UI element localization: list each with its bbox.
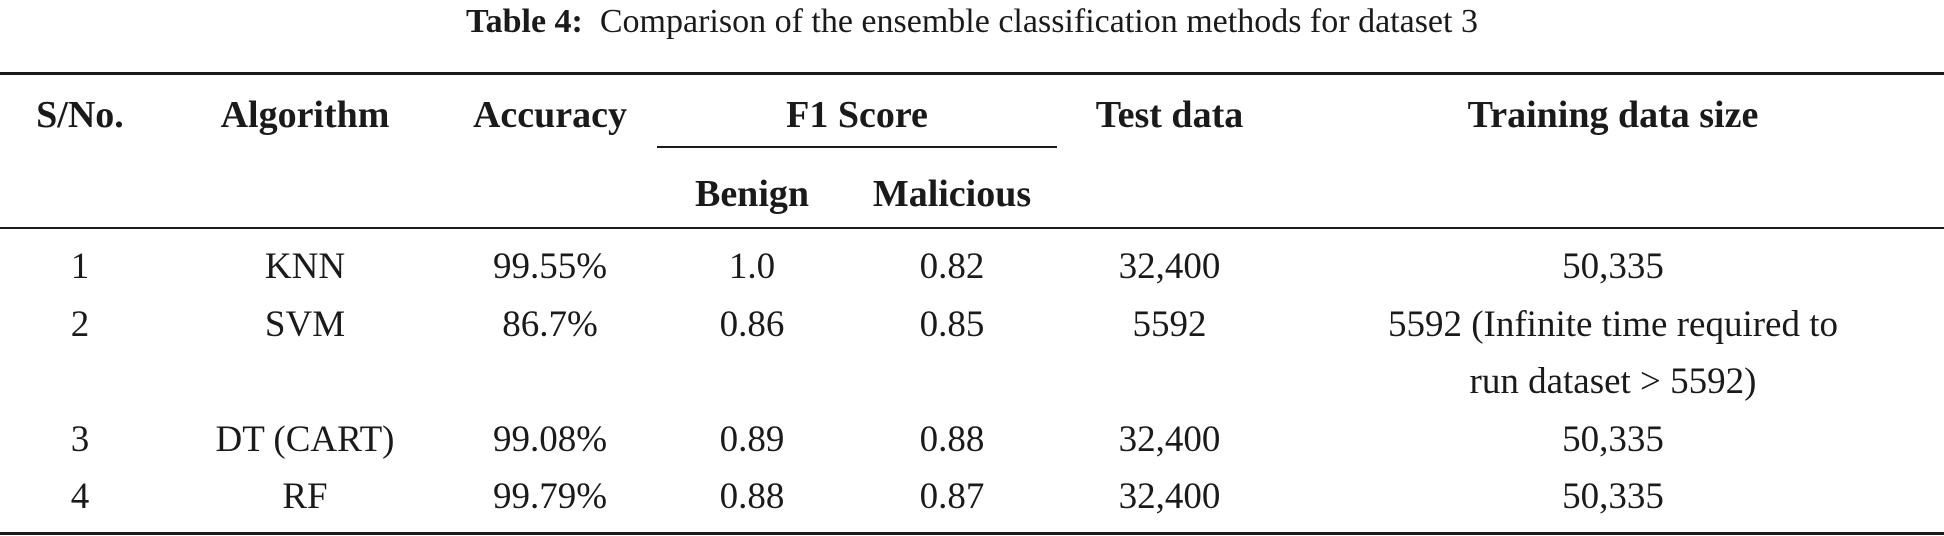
table-header-rule [0, 227, 1944, 229]
cell-benign: 1.0 [728, 246, 776, 287]
cell-test-data: 32,400 [1118, 419, 1221, 460]
cell-test-data: 32,400 [1118, 246, 1221, 287]
table-caption-label: Table 4: [466, 3, 583, 40]
header-benign: Benign [694, 173, 810, 215]
table-bottom-rule [0, 532, 1944, 535]
header-accuracy: Accuracy [472, 94, 628, 136]
cell-algorithm: SVM [264, 304, 346, 345]
cell-accuracy: 99.55% [492, 246, 608, 287]
cell-training-data-size: 50,335 [1562, 246, 1664, 287]
header-algorithm: Algorithm [220, 94, 390, 136]
cell-algorithm: KNN [264, 246, 346, 287]
header-training-data-size: Training data size [1467, 94, 1759, 136]
cell-accuracy: 99.08% [492, 419, 608, 460]
f1-score-group-rule [657, 146, 1057, 148]
cell-sno: 4 [70, 476, 90, 517]
cell-training-data-size: 50,335 [1562, 419, 1664, 460]
table-caption: Table 4: Comparison of the ensemble clas… [0, 0, 1944, 44]
header-f1-score: F1 Score [786, 94, 928, 136]
cell-malicious: 0.85 [919, 304, 985, 345]
cell-algorithm: DT (CART) [215, 419, 395, 460]
cell-test-data: 32,400 [1118, 476, 1221, 517]
cell-algorithm: RF [282, 476, 328, 517]
cell-training-data-size: 50,335 [1562, 476, 1664, 517]
table-top-rule [0, 72, 1944, 75]
cell-sno: 3 [70, 419, 90, 460]
cell-training-data-size-line1: 5592 (Infinite time required to [1387, 304, 1839, 345]
cell-malicious: 0.88 [919, 419, 985, 460]
header-malicious: Malicious [872, 173, 1032, 215]
cell-malicious: 0.82 [919, 246, 985, 287]
cell-sno: 2 [70, 304, 90, 345]
cell-benign: 0.86 [719, 304, 785, 345]
cell-benign: 0.89 [719, 419, 785, 460]
table-caption-text: Comparison of the ensemble classificatio… [599, 3, 1478, 40]
cell-benign: 0.88 [719, 476, 785, 517]
header-test-data: Test data [1095, 94, 1244, 136]
cell-malicious: 0.87 [919, 476, 985, 517]
cell-test-data: 5592 [1132, 304, 1207, 345]
cell-accuracy: 86.7% [502, 304, 598, 345]
cell-training-data-size-line2: run dataset > 5592) [1469, 361, 1757, 402]
cell-sno: 1 [70, 246, 90, 287]
header-sno: S/No. [36, 94, 124, 136]
cell-accuracy: 99.79% [492, 476, 608, 517]
